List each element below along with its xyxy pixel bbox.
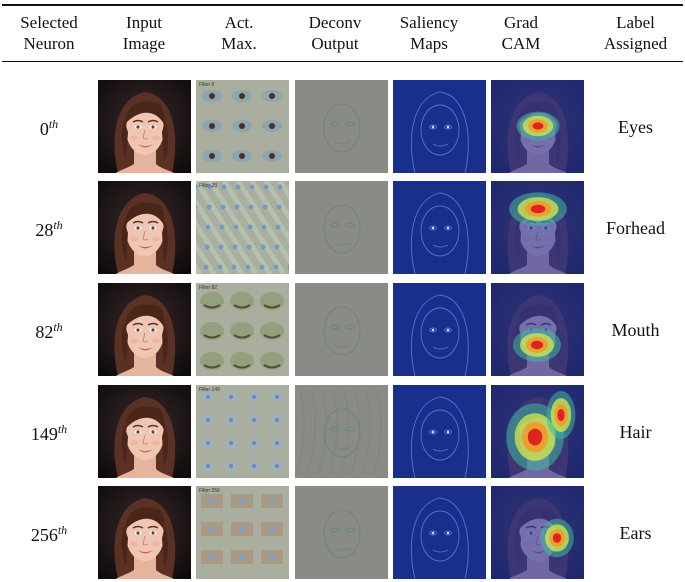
filter-tag: Filter 28 [199,183,218,189]
neuron-ordinal-suffix: th [57,523,68,537]
saliency-map-image [393,486,486,579]
deconv-output-image [295,385,388,478]
saliency-map-image [393,385,486,478]
filter-tag: Filter 82 [199,285,218,291]
selected-neuron-cell: 0th [0,117,98,140]
column-header-line-2: Output [311,34,359,53]
act-max-image: Filter 28 [196,181,289,274]
column-header-act-max: Act. Max. [192,12,286,54]
selected-neuron-cell: 149th [0,422,98,445]
filter-tag: Filter 149 [199,387,220,393]
column-header-line-2: Max. [221,34,257,53]
filter-tag: Filter 0 [199,82,215,88]
neuron-index: 0 [39,119,49,139]
saliency-map-image [393,80,486,173]
column-header-line-1: Grad [504,13,538,32]
column-header-selected-neuron: Selected Neuron [2,12,96,54]
grad-cam-image [491,80,584,173]
column-header-line-2: Assigned [603,34,668,53]
assigned-label: Mouth [611,320,660,340]
selected-neuron-cell: 28th [0,218,98,241]
deconv-output-image [295,80,388,173]
column-header-grad-cam: Grad CAM [474,12,568,54]
grad-cam-image [491,385,584,478]
act-max-image: Filter 256 [196,486,289,579]
saliency-map-image [393,181,486,274]
column-header-line-1: Deconv [308,13,362,32]
act-max-image: Filter 0 [196,80,289,173]
top-rule [2,4,683,6]
input-image [98,80,191,173]
assigned-label: Hair [619,422,652,442]
header-rule [2,61,683,62]
neuron-index: 149 [30,424,58,444]
column-header-line-1: Input [126,13,162,32]
grad-cam-image [491,486,584,579]
input-image [98,283,191,376]
column-header-input-image: Input Image [97,12,191,54]
act-max-image: Filter 82 [196,283,289,376]
column-header-line-2: CAM [501,34,541,53]
column-header-deconv-output: Deconv Output [288,12,382,54]
grad-cam-image [491,283,584,376]
input-image [98,486,191,579]
neuron-index: 82 [35,322,54,342]
assigned-label: Eyes [618,117,653,137]
neuron-ordinal-suffix: th [57,422,68,436]
filter-tag: Filter 256 [199,488,220,494]
column-header-line-1: Act. [224,13,254,32]
column-header-line-1: Saliency [399,13,459,32]
neuron-ordinal-suffix: th [53,320,63,334]
neuron-ordinal-suffix: th [53,218,63,232]
selected-neuron-cell: 256th [0,523,98,546]
column-header-saliency-maps: Saliency Maps [382,12,476,54]
neuron-index: 256 [30,525,58,545]
deconv-output-image [295,486,388,579]
act-max-image: Filter 149 [196,385,289,478]
column-header-label-assigned: Label Assigned [588,12,683,54]
column-header-line-1: Selected [20,13,78,32]
assigned-label: Ears [619,523,652,543]
input-image [98,385,191,478]
grad-cam-image [491,181,584,274]
neuron-index: 28 [35,220,54,240]
neuron-ordinal-suffix: th [48,117,59,131]
input-image [98,181,191,274]
column-header-line-2: Neuron [23,34,75,53]
selected-neuron-cell: 82th [0,320,98,343]
column-header-line-2: Image [122,34,166,53]
column-header-line-2: Maps [410,34,448,53]
column-header-line-1: Label [616,13,655,32]
deconv-output-image [295,181,388,274]
saliency-map-image [393,283,486,376]
deconv-output-image [295,283,388,376]
assigned-label: Forhead [606,218,665,238]
